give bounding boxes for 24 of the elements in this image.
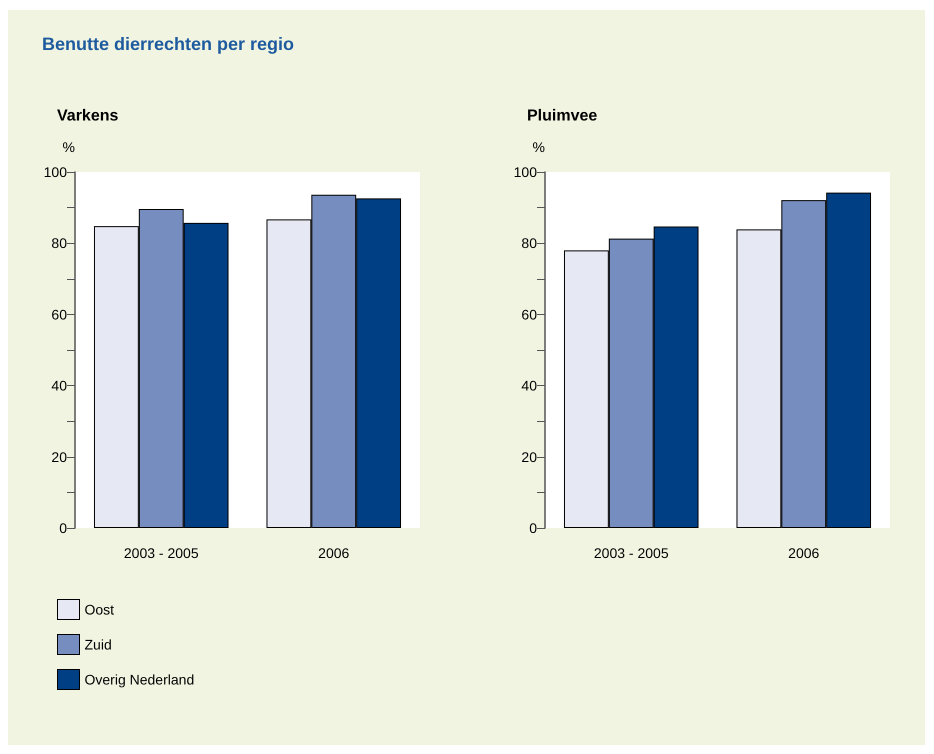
x-tick-label: 2006 bbox=[318, 545, 350, 561]
text: Benutte dierrechten per regio bbox=[42, 34, 294, 55]
y-tick-label: 100 bbox=[44, 164, 68, 180]
y-tick-label: 100 bbox=[514, 164, 538, 180]
x-tick-label: 2003 - 2005 bbox=[124, 545, 199, 561]
y-tick-label: 0 bbox=[59, 520, 68, 536]
x-tick-label: 2006 bbox=[788, 545, 820, 561]
legend-label: Zuid bbox=[84, 636, 112, 652]
y-tick-label: 80 bbox=[521, 235, 538, 252]
y-tick-label: 20 bbox=[521, 448, 538, 465]
y-tick-label: 40 bbox=[521, 378, 538, 394]
y-tick-label: 0 bbox=[529, 520, 538, 536]
y-axis-title: % bbox=[532, 139, 545, 155]
y-axis-title: % bbox=[62, 139, 75, 155]
legend-label: Oost bbox=[84, 602, 114, 618]
x-tick-label: 2003 - 2005 bbox=[594, 545, 669, 561]
chart-title: Varkens bbox=[57, 108, 118, 124]
y-tick-label: 60 bbox=[51, 306, 68, 322]
y-tick-label: 40 bbox=[51, 378, 68, 394]
chart-title: Pluimvee bbox=[527, 108, 598, 124]
y-tick-label: 80 bbox=[51, 235, 68, 252]
y-tick-label: 20 bbox=[51, 448, 68, 465]
y-tick-label: 60 bbox=[521, 306, 538, 322]
legend-label: Overig Nederland bbox=[84, 672, 194, 688]
